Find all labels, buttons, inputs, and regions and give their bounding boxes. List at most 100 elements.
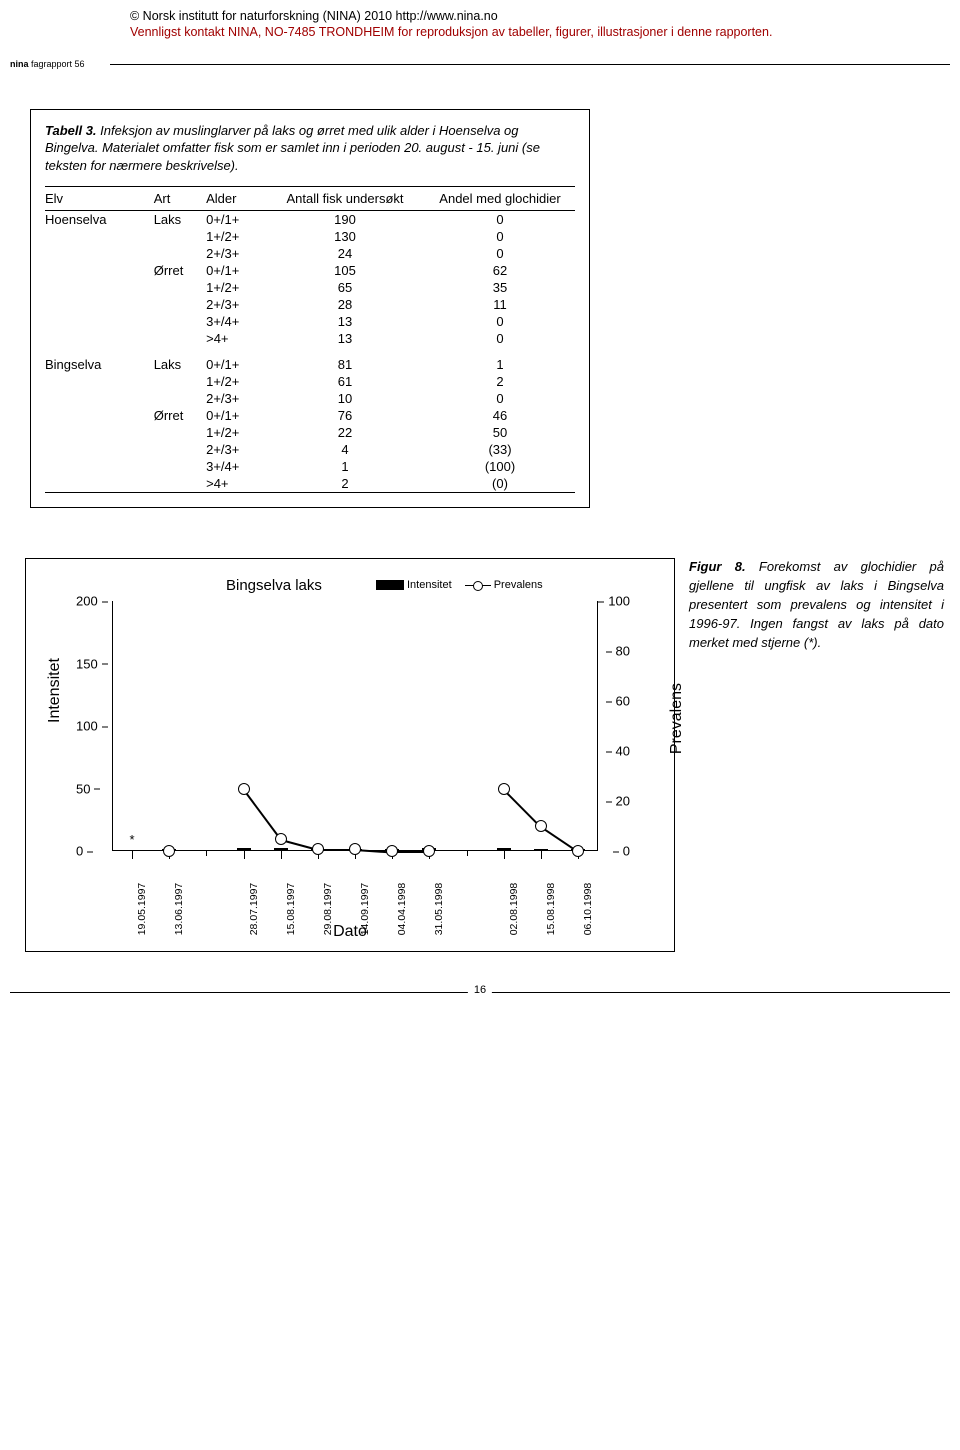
y-tick-right: 20 <box>616 794 630 809</box>
x-tick-label: 02.08.1998 <box>508 883 520 936</box>
table-cell: 76 <box>265 407 425 424</box>
table-cell <box>45 441 154 458</box>
y-tick-left: 50 <box>76 781 90 796</box>
table-cell <box>45 296 154 313</box>
table-cell <box>154 475 206 493</box>
table-cell: 0 <box>425 330 575 347</box>
table-cell: >4+ <box>206 330 265 347</box>
table-cell: 28 <box>265 296 425 313</box>
legend-label-1: Intensitet <box>407 579 452 591</box>
table-header: Alder <box>206 187 265 211</box>
table-cell: 0 <box>425 313 575 330</box>
figure-caption: Figur 8. Forekomst av glochidier på gjel… <box>689 558 944 652</box>
y-tick-right: 100 <box>608 594 630 609</box>
copyright-block: © Norsk institutt for naturforskning (NI… <box>130 8 960 41</box>
table-cell: 3+/4+ <box>206 313 265 330</box>
table-row: 1+/2+1300 <box>45 228 575 245</box>
table-cell <box>154 424 206 441</box>
y-tick-left: 150 <box>76 656 98 671</box>
table-row: BingselvaLaks0+/1+811 <box>45 347 575 373</box>
x-tick-label: 15.08.1998 <box>545 883 557 936</box>
table-row: 2+/3+2811 <box>45 296 575 313</box>
x-tick-label: 19.05.1997 <box>136 883 148 936</box>
prevalens-marker <box>498 783 510 795</box>
table-cell: Hoenselva <box>45 211 154 229</box>
table-cell: 1+/2+ <box>206 279 265 296</box>
table-cell <box>45 373 154 390</box>
table-cell: 81 <box>265 347 425 373</box>
table-row: 2+/3+100 <box>45 390 575 407</box>
table-caption-rest: Infeksjon av muslinglarver på laks og ør… <box>45 123 540 173</box>
table-cell: (0) <box>425 475 575 493</box>
star-marker: * <box>129 832 134 847</box>
prevalens-marker <box>572 845 584 857</box>
table-row: 1+/2+6535 <box>45 279 575 296</box>
table-header: Art <box>154 187 206 211</box>
table-cell: 22 <box>265 424 425 441</box>
table-cell <box>154 296 206 313</box>
x-tick-minor <box>467 851 468 856</box>
table-cell: 3+/4+ <box>206 458 265 475</box>
intensity-bar <box>274 848 288 851</box>
table-cell: 0 <box>425 245 575 262</box>
x-tick-label: 06.10.1998 <box>582 883 594 936</box>
table-cell: 24 <box>265 245 425 262</box>
table-cell: 65 <box>265 279 425 296</box>
chart: Bingselva laks Intensitet Prevalens Inte… <box>36 573 664 943</box>
table-cell <box>45 245 154 262</box>
x-tick-label: 04.04.1998 <box>396 883 408 936</box>
table-cell <box>45 228 154 245</box>
table-row: Ørret0+/1+10562 <box>45 262 575 279</box>
x-tick <box>541 851 542 859</box>
x-tick-minor <box>206 851 207 856</box>
table-cell: 0+/1+ <box>206 347 265 373</box>
table-row: Ørret0+/1+7646 <box>45 407 575 424</box>
table-header: Antall fisk undersøkt <box>265 187 425 211</box>
table-cell: 1 <box>265 458 425 475</box>
x-tick-label: 29.08.1997 <box>322 883 334 936</box>
table-cell: (100) <box>425 458 575 475</box>
table-cell <box>45 262 154 279</box>
table-cell <box>154 458 206 475</box>
y-axis-right-label: Prevalens <box>668 683 686 754</box>
table-cell: 0+/1+ <box>206 211 265 229</box>
table-row: 1+/2+612 <box>45 373 575 390</box>
legend-label-2: Prevalens <box>494 579 543 591</box>
table-cell: Ørret <box>154 407 206 424</box>
table-cell: 1+/2+ <box>206 424 265 441</box>
table-cell: 2+/3+ <box>206 390 265 407</box>
table-row: 2+/3+240 <box>45 245 575 262</box>
copyright-line1: © Norsk institutt for naturforskning (NI… <box>130 9 498 23</box>
table-cell: (33) <box>425 441 575 458</box>
page-number: 16 <box>468 984 492 996</box>
table-cell: 0+/1+ <box>206 262 265 279</box>
table-cell <box>154 441 206 458</box>
prevalens-marker <box>535 820 547 832</box>
table-cell <box>154 373 206 390</box>
plot-area: 05010015020002040608010019.05.199713.06.… <box>112 601 598 851</box>
table-cell: 62 <box>425 262 575 279</box>
prevalens-marker <box>312 843 324 855</box>
x-tick <box>281 851 282 859</box>
table-row: 1+/2+2250 <box>45 424 575 441</box>
table-cell: 1 <box>425 347 575 373</box>
table-cell: Laks <box>154 347 206 373</box>
x-tick <box>132 851 133 859</box>
table-cell: 1+/2+ <box>206 228 265 245</box>
figure-row: Bingselva laks Intensitet Prevalens Inte… <box>25 558 960 952</box>
prevalens-marker <box>386 845 398 857</box>
x-tick <box>504 851 505 859</box>
table-row: 3+/4+130 <box>45 313 575 330</box>
table-cell: 0 <box>425 211 575 229</box>
x-tick <box>244 851 245 859</box>
table-cell: 50 <box>425 424 575 441</box>
table-caption-bold: Tabell 3. <box>45 123 97 138</box>
table-cell: Bingselva <box>45 347 154 373</box>
table-cell: 1+/2+ <box>206 373 265 390</box>
table-cell <box>45 390 154 407</box>
table-cell: 46 <box>425 407 575 424</box>
prevalens-marker <box>238 783 250 795</box>
table-cell: 13 <box>265 313 425 330</box>
y-tick-right: 0 <box>623 844 630 859</box>
table-cell: 13 <box>265 330 425 347</box>
